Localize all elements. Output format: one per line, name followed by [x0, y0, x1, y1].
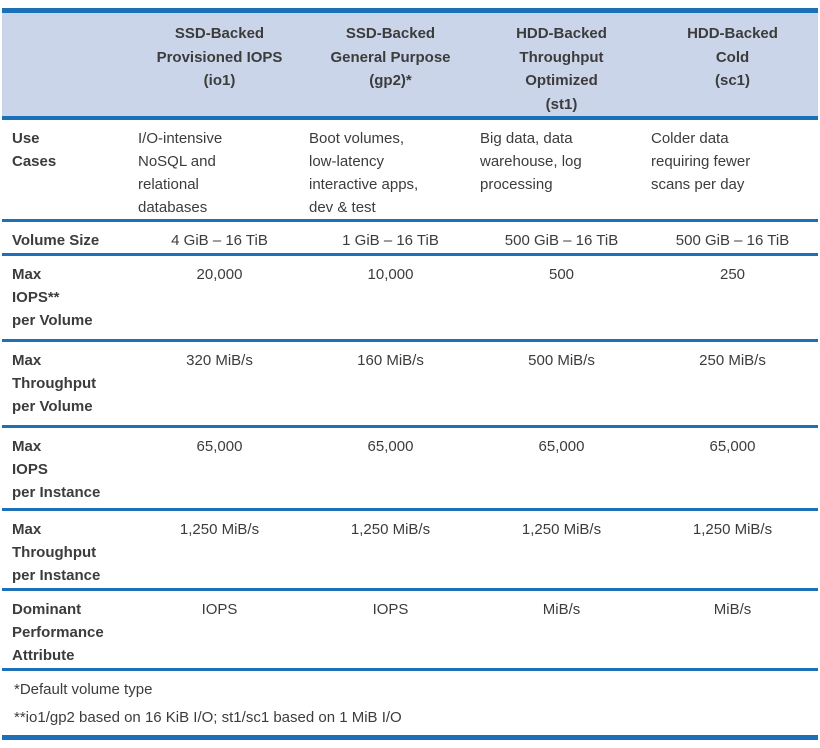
column-header-st1: HDD-Backed Throughput Optimized (st1)	[516, 25, 607, 113]
table-cell: 500 GiB – 16 TiB	[675, 232, 790, 249]
row-header-max-throughput-per-volume: Max Throughput per Volume	[12, 352, 97, 415]
corner-cell	[2, 22, 134, 116]
column-header-gp2: SSD-Backed General Purpose (gp2)*	[330, 25, 451, 89]
table-cell: 320 MiB/s	[186, 352, 253, 369]
table-cell: Big data, data warehouse, log processing	[480, 130, 582, 193]
table-cell: 250 MiB/s	[699, 352, 766, 369]
table-cell: I/O-intensive NoSQL and relational datab…	[138, 130, 223, 216]
footnote-default-volume-type: *Default volume type	[14, 681, 153, 698]
table-row-max-iops-per-volume: Max IOPS** per Volume 20,000 10,000 500 …	[2, 256, 818, 342]
table-row-dominant-performance-attribute: Dominant Performance Attribute IOPS IOPS…	[2, 591, 818, 671]
footnotes: *Default volume type **io1/gp2 based on …	[2, 671, 818, 728]
table-cell: 65,000	[367, 438, 414, 455]
table-row-max-throughput-per-volume: Max Throughput per Volume 320 MiB/s 160 …	[2, 342, 818, 428]
table-cell: 65,000	[709, 438, 756, 455]
row-header-dominant-performance-attribute: Dominant Performance Attribute	[12, 601, 104, 664]
table-cell: IOPS	[201, 601, 238, 618]
table-row-use-cases: Use Cases I/O-intensive NoSQL and relati…	[2, 120, 818, 222]
row-header-use-cases: Use Cases	[12, 130, 57, 170]
table-cell: 65,000	[196, 438, 243, 455]
table-cell: 1 GiB – 16 TiB	[342, 232, 439, 249]
table-cell: Colder data requiring fewer scans per da…	[651, 130, 751, 193]
table-cell: 500 MiB/s	[528, 352, 595, 369]
table-cell: Boot volumes, low-latency interactive ap…	[309, 130, 419, 216]
footnote-io-size-basis: **io1/gp2 based on 16 KiB I/O; st1/sc1 b…	[14, 709, 402, 726]
column-header-sc1: HDD-Backed Cold (sc1)	[687, 25, 778, 89]
table-cell: IOPS	[372, 601, 409, 618]
table-cell: 10,000	[367, 266, 414, 283]
table-row-max-iops-per-instance: Max IOPS per Instance 65,000 65,000 65,0…	[2, 428, 818, 511]
table-cell: 65,000	[538, 438, 585, 455]
table-cell: MiB/s	[713, 601, 752, 618]
row-header-max-throughput-per-instance: Max Throughput per Instance	[12, 521, 101, 584]
table-row-volume-size: Volume Size 4 GiB – 16 TiB 1 GiB – 16 Ti…	[2, 222, 818, 256]
table-cell: 1,250 MiB/s	[350, 521, 431, 538]
table-cell: 1,250 MiB/s	[521, 521, 602, 538]
table-row-max-throughput-per-instance: Max Throughput per Instance 1,250 MiB/s …	[2, 511, 818, 591]
row-header-volume-size: Volume Size	[12, 232, 100, 249]
table-cell: 4 GiB – 16 TiB	[171, 232, 268, 249]
table-cell: 1,250 MiB/s	[179, 521, 260, 538]
ebs-volume-comparison-table: SSD-Backed Provisioned IOPS (io1) SSD-Ba…	[2, 8, 818, 740]
table-cell: 1,250 MiB/s	[692, 521, 773, 538]
table-cell: 500	[548, 266, 575, 283]
table-cell: 20,000	[196, 266, 243, 283]
table-cell: MiB/s	[542, 601, 581, 618]
row-header-max-iops-per-instance: Max IOPS per Instance	[12, 438, 101, 501]
table-header-row: SSD-Backed Provisioned IOPS (io1) SSD-Ba…	[2, 13, 818, 120]
table-cell: 160 MiB/s	[357, 352, 424, 369]
column-header-io1: SSD-Backed Provisioned IOPS (io1)	[156, 25, 283, 89]
row-header-max-iops-per-volume: Max IOPS** per Volume	[12, 266, 93, 329]
table-cell: 250	[719, 266, 746, 283]
table-cell: 500 GiB – 16 TiB	[504, 232, 619, 249]
